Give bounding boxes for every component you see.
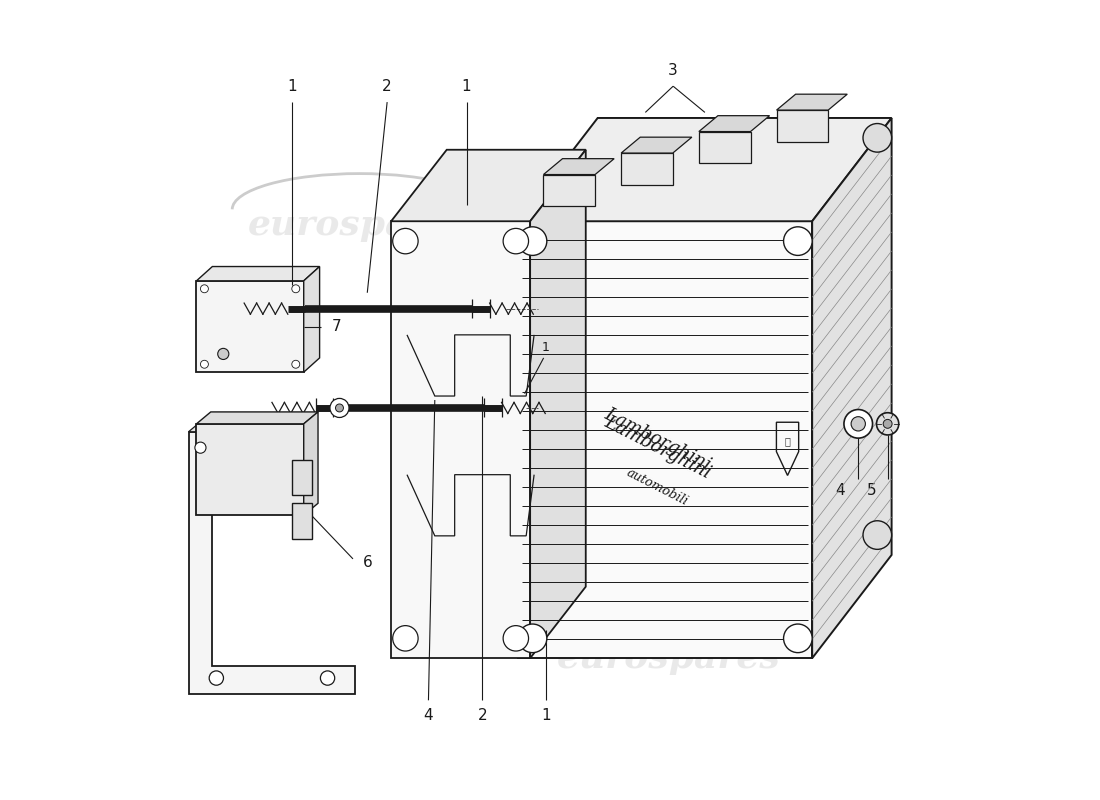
Circle shape [783, 624, 812, 653]
Circle shape [518, 624, 547, 653]
Circle shape [292, 285, 300, 293]
Polygon shape [304, 266, 320, 372]
Text: 2: 2 [383, 79, 392, 94]
Circle shape [200, 285, 208, 293]
Bar [197, 281, 304, 372]
Text: 4: 4 [424, 708, 433, 723]
Polygon shape [777, 110, 828, 142]
Bar [197, 424, 304, 515]
Circle shape [292, 360, 300, 368]
Text: Lamborghini: Lamborghini [601, 405, 714, 474]
Text: automobili: automobili [625, 466, 690, 509]
Circle shape [844, 410, 872, 438]
Circle shape [518, 227, 547, 255]
Text: 🐂: 🐂 [784, 436, 791, 446]
Circle shape [200, 360, 208, 368]
Text: 5: 5 [867, 483, 877, 498]
Circle shape [503, 229, 529, 254]
Circle shape [320, 671, 334, 686]
Text: 1: 1 [287, 79, 297, 94]
Polygon shape [621, 153, 673, 185]
Circle shape [393, 229, 418, 254]
Polygon shape [543, 174, 595, 206]
Circle shape [393, 626, 418, 651]
Circle shape [209, 671, 223, 686]
Polygon shape [543, 158, 614, 174]
Text: Lamborghini: Lamborghini [601, 413, 714, 482]
Polygon shape [518, 118, 892, 222]
Text: 6: 6 [363, 555, 373, 570]
Text: Lamborghini: Lamborghini [235, 315, 276, 320]
Circle shape [330, 398, 349, 418]
Circle shape [218, 348, 229, 359]
Polygon shape [392, 150, 585, 222]
Circle shape [851, 417, 866, 431]
Circle shape [877, 413, 899, 435]
Circle shape [864, 521, 892, 550]
Text: 7: 7 [331, 319, 341, 334]
Bar [292, 459, 311, 495]
Circle shape [783, 227, 812, 255]
Polygon shape [188, 432, 355, 694]
Polygon shape [621, 137, 692, 153]
Text: eurospares: eurospares [248, 208, 471, 242]
Text: 2: 2 [477, 708, 487, 723]
Circle shape [195, 442, 206, 454]
Polygon shape [812, 118, 892, 658]
Polygon shape [304, 412, 318, 515]
Text: 1: 1 [542, 341, 550, 354]
Bar [518, 222, 812, 658]
Text: 4: 4 [835, 483, 845, 498]
Polygon shape [530, 150, 585, 658]
Polygon shape [188, 424, 222, 432]
Circle shape [883, 419, 892, 428]
Polygon shape [698, 116, 770, 131]
Polygon shape [197, 412, 318, 424]
Text: 3: 3 [669, 63, 678, 78]
Text: 1: 1 [462, 79, 472, 94]
Text: 1: 1 [541, 708, 551, 723]
Polygon shape [698, 131, 750, 163]
Text: eurospares: eurospares [558, 641, 781, 675]
Bar [392, 222, 530, 658]
Circle shape [503, 626, 529, 651]
Polygon shape [197, 266, 320, 281]
Circle shape [864, 123, 892, 152]
Polygon shape [777, 94, 847, 110]
Circle shape [336, 404, 343, 412]
Bar [292, 503, 311, 539]
